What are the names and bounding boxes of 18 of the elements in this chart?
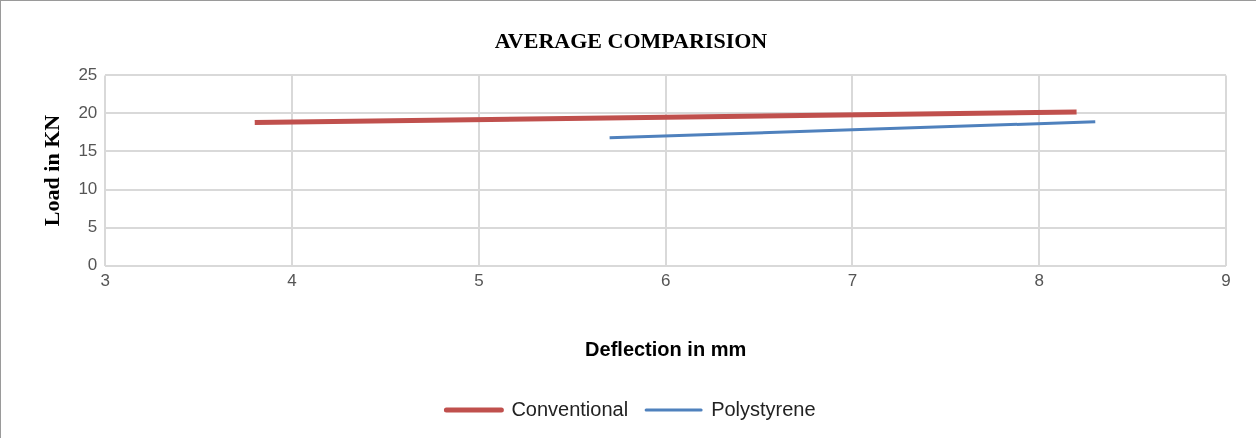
x-tick-label: 4 <box>287 271 297 291</box>
legend-label: Conventional <box>511 397 629 420</box>
y-tick-label: 15 <box>78 141 98 161</box>
y-tick-label: 10 <box>78 179 98 199</box>
x-tick-label: 9 <box>1221 271 1231 291</box>
x-tick-label: 5 <box>474 271 484 291</box>
x-tick-label: 6 <box>660 271 671 291</box>
x-tick-label: 8 <box>1034 271 1044 291</box>
legend-label: Polystyrene <box>711 397 816 420</box>
y-tick-label: 5 <box>87 217 98 237</box>
x-tick-label: 3 <box>100 271 111 291</box>
y-tick-label: 0 <box>87 255 98 275</box>
x-axis-title: Deflection in mm <box>585 337 747 360</box>
y-tick-label: 25 <box>78 65 98 85</box>
chart-title: AVERAGE COMPARISION <box>494 27 768 53</box>
y-axis-title: Load in KN <box>38 114 64 227</box>
y-tick-label: 20 <box>78 103 98 123</box>
x-tick-label: 7 <box>847 271 858 291</box>
